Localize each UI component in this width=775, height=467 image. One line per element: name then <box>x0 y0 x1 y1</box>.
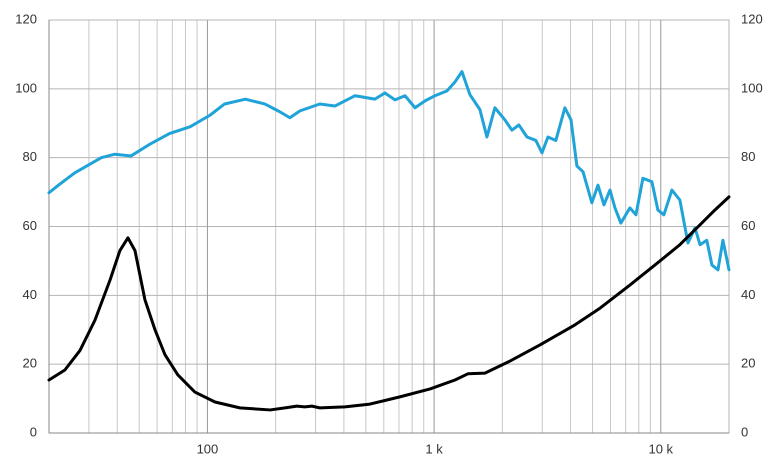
y2-tick-label: 40 <box>741 287 755 302</box>
series-line <box>47 70 731 272</box>
y2-tick-label: 60 <box>741 218 755 233</box>
y2-tick-label: 80 <box>741 149 755 164</box>
y-tick-label: 80 <box>23 149 37 164</box>
y-tick-label: 120 <box>15 11 37 26</box>
x-tick-label: 10 k <box>648 441 673 456</box>
y2-tick-label: 100 <box>741 80 763 95</box>
y-tick-label: 20 <box>23 356 37 371</box>
y-tick-label: 40 <box>23 287 37 302</box>
x-tick-label: 100 <box>197 441 219 456</box>
x-tick-label: 1 k <box>425 441 443 456</box>
y-tick-label: 0 <box>30 424 37 439</box>
y-tick-label: 60 <box>23 218 37 233</box>
y2-tick-label: 20 <box>741 356 755 371</box>
y2-tick-label: 0 <box>741 424 748 439</box>
y-tick-label: 100 <box>15 80 37 95</box>
series-line <box>47 195 731 412</box>
y2-tick-label: 120 <box>741 11 763 26</box>
